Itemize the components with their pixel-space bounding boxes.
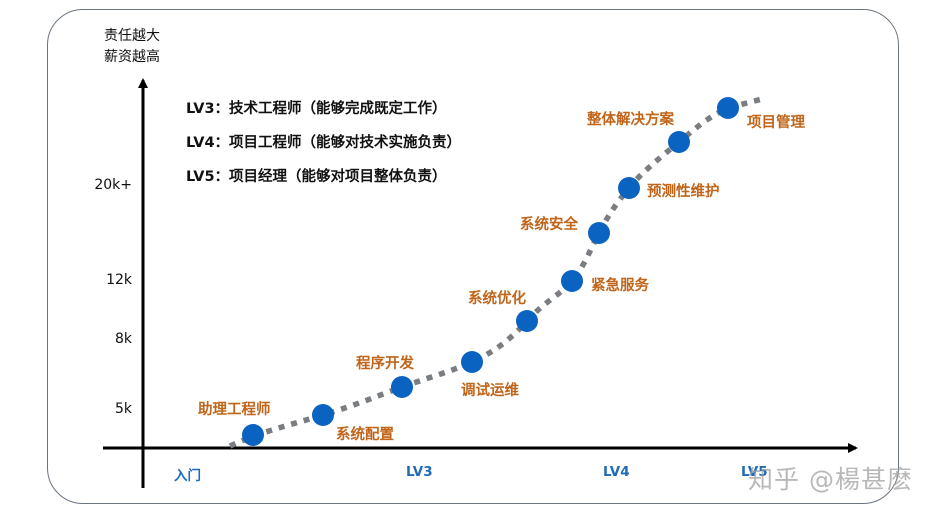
y-axis-title-line1: 责任越大: [104, 28, 160, 44]
point-label-system-optimize: 系统优化: [468, 291, 526, 307]
x-tick-lv3: LV3: [406, 464, 433, 480]
point-label-program-dev: 程序开发: [356, 356, 414, 372]
point-label-total-solution: 整体解决方案: [587, 112, 674, 128]
x-tick-lv5: LV5: [741, 464, 768, 480]
milestone-point: [561, 270, 583, 292]
milestone-point: [717, 97, 739, 119]
y-axis-title-line2: 薪资越高: [104, 49, 160, 65]
point-label-system-security: 系统安全: [520, 217, 578, 233]
legend-lv5: LV5：项目经理（能够对项目整体负责）: [186, 169, 447, 185]
points-group: [242, 97, 739, 446]
y-axis-title: 责任越大 薪资越高: [104, 26, 160, 68]
y-tick-5k: 5k: [114, 401, 132, 417]
point-label-assistant-engineer: 助理工程师: [198, 402, 271, 418]
point-label-predictive-maintenance: 预测性维护: [647, 184, 720, 200]
legend-lv4: LV4：项目工程师（能够对技术实施负责）: [186, 135, 462, 151]
milestone-point: [391, 376, 413, 398]
growth-curve: [228, 96, 763, 449]
x-tick-lv4: LV4: [603, 464, 630, 480]
milestone-point: [668, 131, 690, 153]
y-tick-8k: 8k: [114, 331, 132, 347]
milestone-point: [516, 310, 538, 332]
y-tick-20k: 20k+: [94, 177, 132, 193]
y-tick-12k: 12k: [106, 272, 132, 288]
x-tick-entry: 入门: [174, 468, 201, 484]
point-label-project-management: 项目管理: [747, 115, 805, 131]
milestone-point: [242, 424, 264, 446]
legend-lv3: LV3：技术工程师（能够完成既定工作）: [186, 101, 447, 117]
point-label-debug-ops: 调试运维: [461, 383, 519, 399]
milestone-point: [588, 222, 610, 244]
milestone-point: [461, 351, 483, 373]
level-legend: LV3：技术工程师（能够完成既定工作） LV4：项目工程师（能够对技术实施负责）…: [186, 96, 461, 198]
watermark: 知乎 @楊甚麽: [748, 465, 913, 494]
point-label-system-config: 系统配置: [336, 427, 394, 443]
point-label-emergency-service: 紧急服务: [591, 278, 649, 294]
milestone-point: [618, 177, 640, 199]
milestone-point: [312, 404, 334, 426]
diagram-frame: [47, 9, 899, 504]
